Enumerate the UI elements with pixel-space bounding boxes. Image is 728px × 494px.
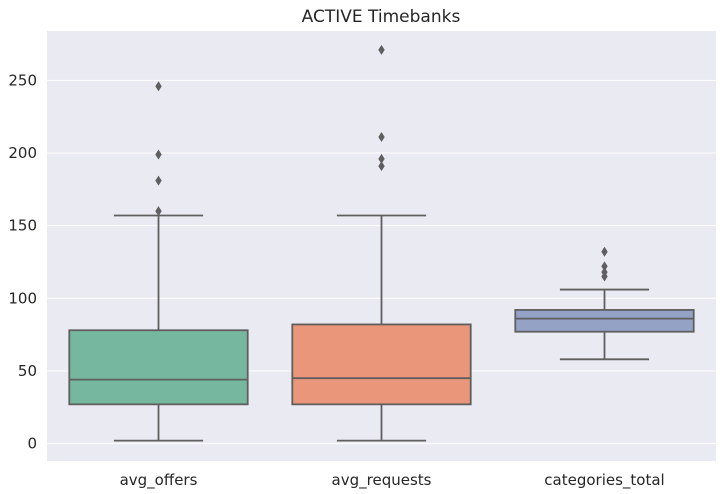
x-tick-label: avg_requests [332, 471, 432, 490]
y-tick-label: 250 [8, 71, 37, 89]
outlier-point [601, 246, 608, 257]
outlier-point [378, 153, 385, 164]
outlier-point [601, 267, 608, 278]
box-series [68, 44, 695, 442]
outlier-point [155, 206, 162, 217]
outlier-point [601, 261, 608, 272]
y-tick-label: 200 [8, 144, 37, 162]
y-axis-ticks: 0 50 100 150 200 250 [8, 71, 37, 452]
iqr-box [291, 323, 472, 406]
outlier-point [155, 149, 162, 160]
outlier-point [378, 132, 385, 143]
box-categories_total [514, 246, 695, 361]
y-tick-label: 100 [8, 289, 37, 307]
y-tick-label: 0 [27, 435, 37, 453]
outlier-point [155, 175, 162, 186]
x-tick-label: categories_total [544, 471, 664, 490]
box-avg_requests [291, 44, 472, 442]
chart-title: ACTIVE Timebanks [302, 7, 461, 27]
outlier-point [155, 81, 162, 92]
outlier-point [378, 161, 385, 172]
outlier-point [378, 44, 385, 55]
iqr-box [514, 309, 695, 333]
x-axis-ticks: avg_offers avg_requests categories_total [120, 471, 665, 490]
x-tick-label: avg_offers [120, 471, 198, 490]
iqr-box [68, 329, 249, 406]
y-tick-label: 50 [18, 362, 37, 380]
box-avg_offers [68, 81, 249, 442]
y-tick-label: 150 [8, 217, 37, 235]
